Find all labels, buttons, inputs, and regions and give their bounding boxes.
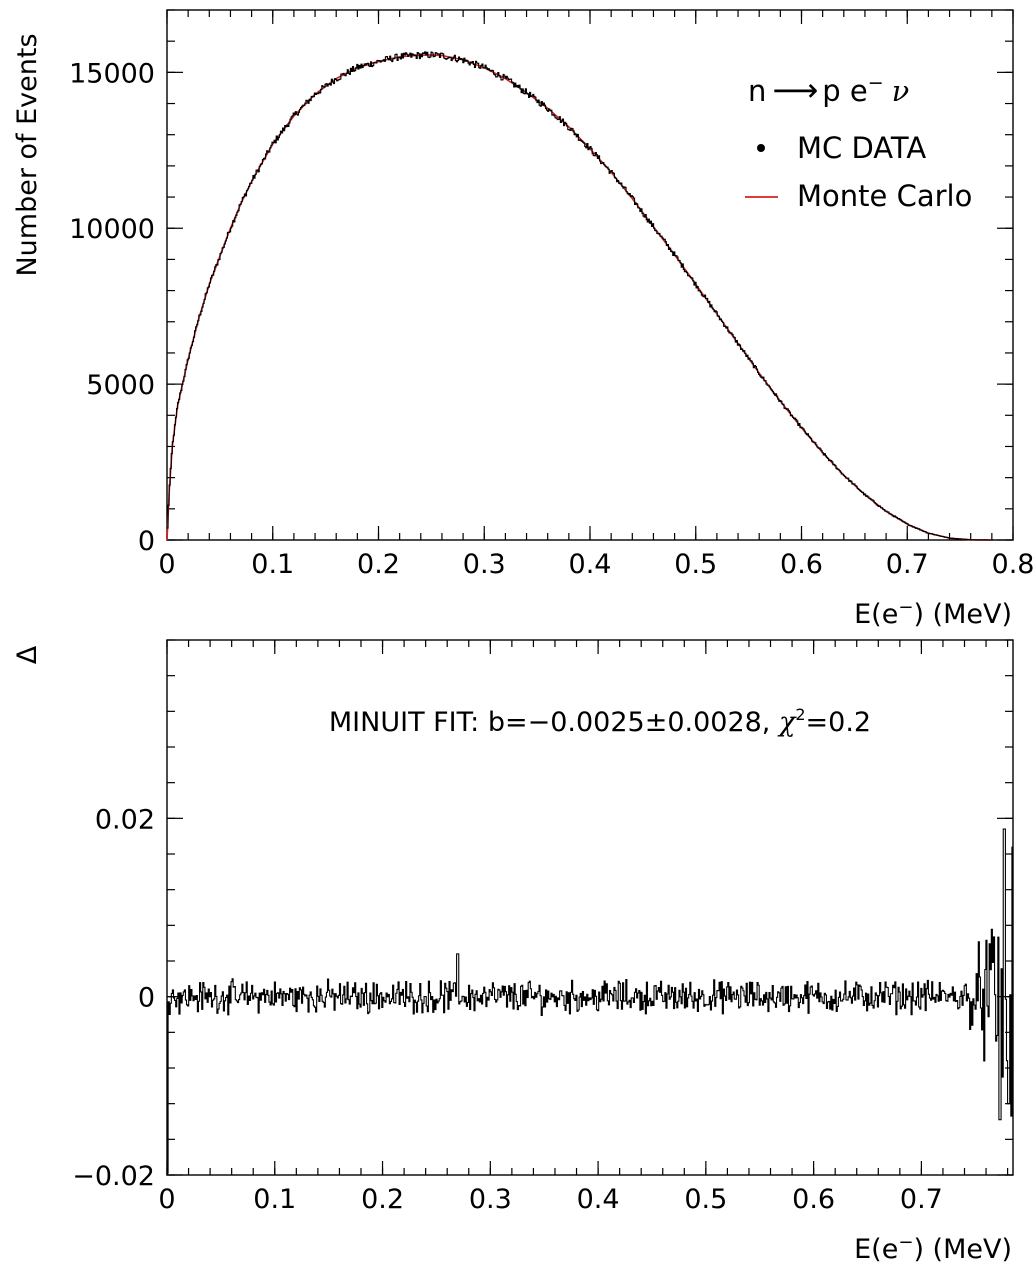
bottom-x-tick-label: 0.5 [684,1184,727,1215]
top-x-tick-label: 0.1 [251,549,294,580]
top-x-tick-label: 0.4 [569,549,612,580]
top-y-tick-label: 0 [138,526,155,557]
top-x-tick-label: 0.3 [463,549,506,580]
legend-mc-data-marker [757,144,765,152]
delta-residual-histogram [167,828,1013,1174]
top-y-tick-label: 10000 [69,214,155,245]
top-x-axis-title: E(e−) (MeV) [854,597,1012,630]
bottom-x-tick-label: 0.4 [577,1184,620,1215]
top-axis-ticks: 0 0.1 0.2 0.3 0.4 0.5 0.6 0.7 0.8 0 5000 10000 15000 [69,9,1035,580]
bottom-y-tick-label: −0.02 [72,1161,155,1192]
top-panel: 0 0.1 0.2 0.3 0.4 0.5 0.6 0.7 0.8 0 5000 10000 15000… [12,9,1035,630]
bottom-y-axis-title: Δ [12,645,43,664]
legend-mc-data-label: MC DATA [797,131,926,165]
bottom-x-tick-label: 0.6 [792,1184,835,1215]
top-x-tick-label: 0.2 [357,549,400,580]
bottom-y-tick-label: 0.02 [95,804,155,835]
bottom-y-tick-label: 0 [138,983,155,1014]
bottom-x-tick-label: 0.1 [253,1184,296,1215]
bottom-x-tick-label: 0.2 [361,1184,404,1215]
bottom-x-tick-label: 0.3 [469,1184,512,1215]
minuit-fit-annotation: MINUIT FIT: b=−0.0025±0.0028, χ2=0.2 [329,705,871,738]
bottom-x-tick-label: 0.7 [900,1184,943,1215]
top-plot-frame [166,9,1014,541]
top-x-tick-label: 0.6 [780,549,823,580]
top-y-axis-title: Number of Events [12,33,43,276]
legend: n ⟶ p e− ν MC DATA Monte Carlo [745,71,972,213]
legend-monte-carlo-label: Monte Carlo [797,179,972,213]
legend-process-label: n ⟶ p e− ν [748,71,909,109]
mc-data-points [167,51,994,541]
top-y-tick-label: 15000 [69,58,155,89]
top-y-tick-label: 5000 [86,370,155,401]
bottom-x-axis-title: E(e−) (MeV) [854,1232,1012,1265]
top-x-tick-label: 0.8 [992,549,1035,580]
top-x-tick-label: 0.5 [674,549,717,580]
bottom-plot-frame [166,639,1014,1176]
top-x-tick-label: 0.7 [886,549,929,580]
top-x-tick-label: 0 [158,549,175,580]
monte-carlo-curve [166,54,994,541]
bottom-x-tick-label: 0 [158,1184,175,1215]
